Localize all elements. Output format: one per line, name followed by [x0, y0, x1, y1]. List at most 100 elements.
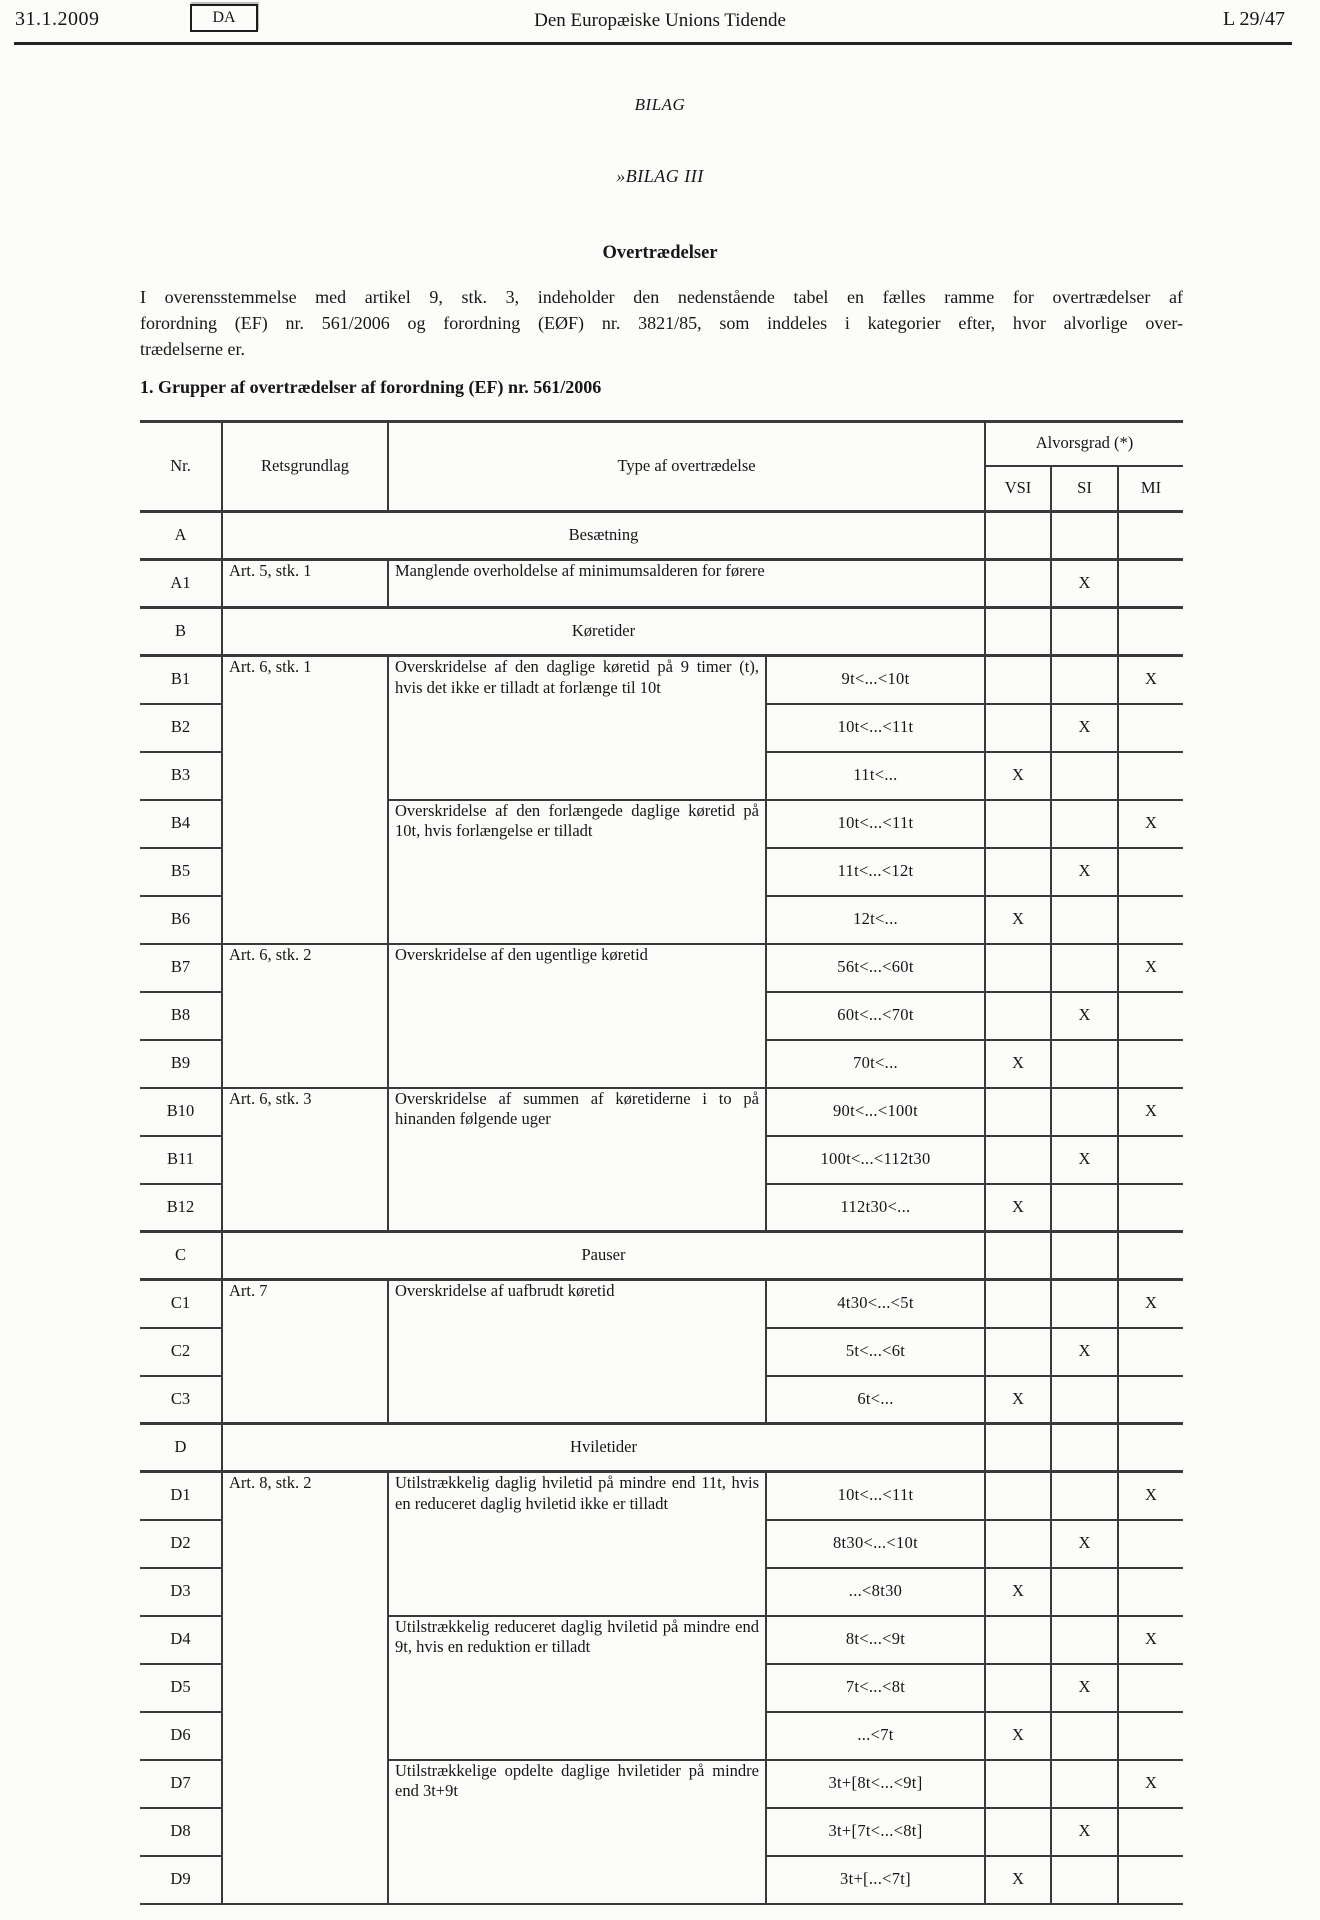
row-id-cell: D2 — [140, 1518, 223, 1569]
description-cell: Manglende overholdelse af minimumsaldere… — [387, 558, 986, 609]
severity-si-cell — [1050, 510, 1119, 561]
infringements-title: Overtrædelser — [602, 243, 718, 263]
severity-vsi-cell — [984, 798, 1052, 849]
severity-mi-cell — [1116, 1566, 1184, 1617]
table-row: D9 3t+[...<7t] X — [140, 1854, 1184, 1905]
severity-si-cell: X — [1050, 1518, 1119, 1569]
legal-basis-cell: Art. 7 — [221, 1278, 389, 1425]
row-id-cell: B4 — [140, 798, 223, 849]
row-id-cell: D8 — [140, 1806, 223, 1857]
severity-vsi-cell: X — [984, 1710, 1052, 1761]
range-cell: 6t<... — [765, 1374, 986, 1425]
severity-mi-cell — [1116, 510, 1184, 561]
table-row: B6 12t<... X — [140, 894, 1184, 945]
severity-vsi-cell — [984, 1614, 1052, 1665]
severity-si-cell: X — [1050, 702, 1119, 753]
range-cell: 3t+[7t<...<8t] — [765, 1806, 986, 1857]
table-subheader-row: VSI SI MI — [140, 464, 1184, 513]
legal-basis-cell: Art. 6, stk. 2 — [221, 942, 389, 1089]
severity-vsi-cell — [984, 510, 1052, 561]
severity-vsi-cell: X — [984, 1038, 1052, 1089]
range-cell: 3t+[...<7t] — [765, 1854, 986, 1905]
description-cell: Utilstrækkelig daglig hviletid på mindre… — [387, 1470, 767, 1617]
severity-vsi-cell — [984, 1758, 1052, 1809]
severity-mi-cell — [1116, 606, 1184, 657]
range-cell: ...<7t — [765, 1710, 986, 1761]
journal-title: Den Europæiske Unions Tidende — [534, 10, 786, 31]
severity-mi-cell — [1116, 1134, 1184, 1185]
intro-line: I overensstemmelse med artikel 9, stk. 3… — [140, 287, 1183, 307]
table-row: B1 Art. 6, stk. 1 Overskridelse af den d… — [140, 654, 1184, 945]
severity-mi-cell — [1116, 702, 1184, 753]
description-cell: Utilstrækkelige opdelte daglige hviletid… — [387, 1758, 767, 1905]
section-row: D Hviletider — [140, 1422, 1184, 1473]
row-id-cell: B12 — [140, 1182, 223, 1233]
severity-mi-cell — [1116, 1230, 1184, 1281]
row-id-cell: C3 — [140, 1374, 223, 1425]
table-row: A1 Art. 5, stk. 1 Manglende overholdelse… — [140, 558, 1184, 609]
row-id-cell: B7 — [140, 942, 223, 993]
severity-si-cell — [1050, 894, 1119, 945]
severity-vsi-cell — [984, 1326, 1052, 1377]
description-cell: Overskridelse af summen af køretiderne i… — [387, 1086, 767, 1233]
severity-si-cell — [1050, 942, 1119, 993]
severity-si-cell — [1050, 1374, 1119, 1425]
severity-mi-cell — [1116, 846, 1184, 897]
row-id-cell: D3 — [140, 1566, 223, 1617]
table-header-row: Nr. Retsgrundlag Type af overtrædelse Al… — [140, 420, 1184, 513]
col-header-alvorsgrad: Alvorsgrad (*) — [983, 420, 1184, 467]
table-row: D4 Utilstrækkelig reduceret daglig hvile… — [140, 1614, 1184, 1761]
table-row: B10 Art. 6, stk. 3 Overskridelse af summ… — [140, 1086, 1184, 1233]
severity-vsi-cell — [984, 846, 1052, 897]
table-row: C2 5t<...<6t X — [140, 1326, 1184, 1377]
severity-mi-cell: X — [1116, 1470, 1184, 1521]
range-cell: 11t<... — [765, 750, 986, 801]
section-id: C — [140, 1230, 223, 1281]
table-row: B11 100t<...<112t30 X — [140, 1134, 1184, 1185]
infringements-table: Nr. Retsgrundlag Type af overtrædelse Al… — [140, 420, 1184, 1905]
annex-label: BILAG — [634, 95, 686, 114]
severity-vsi-cell — [984, 1470, 1052, 1521]
description-cell: Overskridelse af uafbrudt køretid — [387, 1278, 767, 1425]
range-cell: 100t<...<112t30 — [765, 1134, 986, 1185]
severity-vsi-cell — [984, 558, 1052, 609]
row-id-cell: B6 — [140, 894, 223, 945]
severity-mi-cell — [1116, 558, 1184, 609]
table-row: D8 3t+[7t<...<8t] X — [140, 1806, 1184, 1857]
row-id-cell: B9 — [140, 1038, 223, 1089]
table-row: D7 Utilstrækkelige opdelte daglige hvile… — [140, 1758, 1184, 1905]
section-id: A — [140, 510, 223, 561]
severity-si-cell: X — [1050, 846, 1119, 897]
row-id-cell: B11 — [140, 1134, 223, 1185]
severity-vsi-cell — [984, 1518, 1052, 1569]
severity-mi-cell — [1116, 1374, 1184, 1425]
severity-si-cell — [1050, 1278, 1119, 1329]
severity-mi-cell: X — [1116, 1614, 1184, 1665]
col-header-si: SI — [1050, 464, 1119, 513]
range-cell: 90t<...<100t — [765, 1086, 986, 1137]
range-cell: 9t<...<10t — [765, 654, 986, 705]
severity-si-cell — [1050, 1422, 1119, 1473]
severity-vsi-cell: X — [984, 1854, 1052, 1905]
publication-date: 31.1.2009 — [15, 8, 100, 30]
description-cell: Overskridelse af den daglige køretid på … — [387, 654, 767, 801]
col-header-vsi: VSI — [985, 464, 1052, 513]
severity-si-cell — [1050, 798, 1119, 849]
row-id-cell: B8 — [140, 990, 223, 1041]
severity-si-cell — [1050, 654, 1119, 705]
section-row: A Besætning — [140, 510, 1184, 561]
range-cell: 112t30<... — [765, 1182, 986, 1233]
severity-si-cell: X — [1050, 1326, 1119, 1377]
severity-vsi-cell — [984, 1278, 1052, 1329]
row-id-cell: D1 — [140, 1470, 223, 1521]
section-id: B — [140, 606, 223, 657]
severity-mi-cell: X — [1116, 1758, 1184, 1809]
range-cell: 12t<... — [765, 894, 986, 945]
severity-si-cell — [1050, 1566, 1119, 1617]
severity-vsi-cell: X — [984, 1566, 1052, 1617]
row-id-cell: D9 — [140, 1854, 223, 1905]
section-row: B Køretider — [140, 606, 1184, 657]
row-id-cell: B3 — [140, 750, 223, 801]
annex-iii-label: »BILAG III — [616, 166, 704, 186]
severity-mi-cell — [1116, 1422, 1184, 1473]
